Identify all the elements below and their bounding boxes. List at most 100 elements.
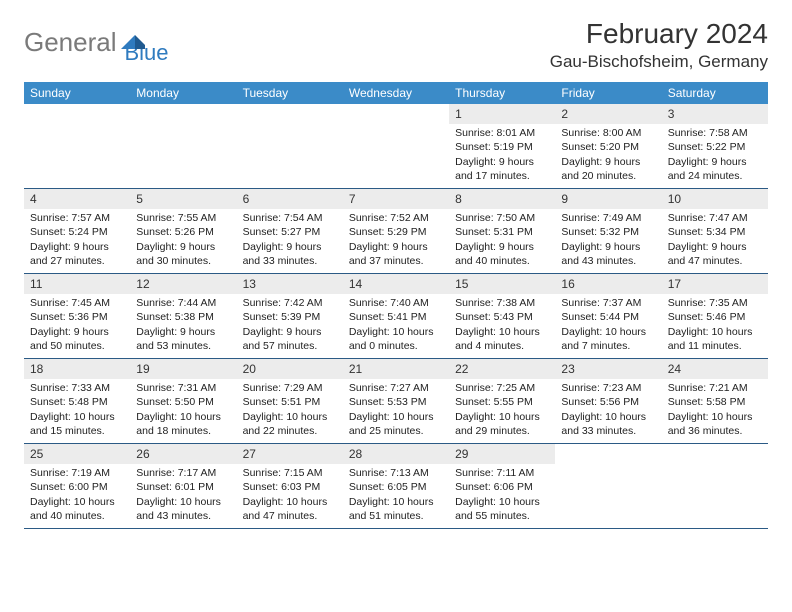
sunset-text: Sunset: 5:24 PM bbox=[30, 225, 124, 239]
day-cell: 1Sunrise: 8:01 AMSunset: 5:19 PMDaylight… bbox=[449, 104, 555, 188]
day-number: 25 bbox=[24, 444, 130, 464]
sunset-text: Sunset: 5:48 PM bbox=[30, 395, 124, 409]
day-number: 11 bbox=[24, 274, 130, 294]
daylight-text: Daylight: 9 hours and 43 minutes. bbox=[561, 240, 655, 268]
daylight-text: Daylight: 10 hours and 51 minutes. bbox=[349, 495, 443, 523]
sunset-text: Sunset: 5:58 PM bbox=[668, 395, 762, 409]
day-body: Sunrise: 7:58 AMSunset: 5:22 PMDaylight:… bbox=[662, 124, 768, 187]
sunset-text: Sunset: 5:29 PM bbox=[349, 225, 443, 239]
day-number: 8 bbox=[449, 189, 555, 209]
dow-wednesday: Wednesday bbox=[343, 82, 449, 104]
sunset-text: Sunset: 5:32 PM bbox=[561, 225, 655, 239]
sunset-text: Sunset: 6:01 PM bbox=[136, 480, 230, 494]
daylight-text: Daylight: 9 hours and 30 minutes. bbox=[136, 240, 230, 268]
day-cell bbox=[130, 104, 236, 188]
dow-monday: Monday bbox=[130, 82, 236, 104]
day-cell bbox=[343, 104, 449, 188]
day-number: 24 bbox=[662, 359, 768, 379]
sunrise-text: Sunrise: 7:50 AM bbox=[455, 211, 549, 225]
sunset-text: Sunset: 5:50 PM bbox=[136, 395, 230, 409]
day-cell: 24Sunrise: 7:21 AMSunset: 5:58 PMDayligh… bbox=[662, 359, 768, 443]
day-cell: 18Sunrise: 7:33 AMSunset: 5:48 PMDayligh… bbox=[24, 359, 130, 443]
sunset-text: Sunset: 5:46 PM bbox=[668, 310, 762, 324]
day-number: 4 bbox=[24, 189, 130, 209]
daylight-text: Daylight: 10 hours and 47 minutes. bbox=[243, 495, 337, 523]
logo-mark-icon bbox=[121, 27, 147, 47]
sunrise-text: Sunrise: 7:23 AM bbox=[561, 381, 655, 395]
dow-friday: Friday bbox=[555, 82, 661, 104]
sunrise-text: Sunrise: 7:35 AM bbox=[668, 296, 762, 310]
sunset-text: Sunset: 6:05 PM bbox=[349, 480, 443, 494]
day-cell: 25Sunrise: 7:19 AMSunset: 6:00 PMDayligh… bbox=[24, 444, 130, 528]
sunrise-text: Sunrise: 7:27 AM bbox=[349, 381, 443, 395]
day-body: Sunrise: 7:40 AMSunset: 5:41 PMDaylight:… bbox=[343, 294, 449, 357]
daylight-text: Daylight: 9 hours and 24 minutes. bbox=[668, 155, 762, 183]
day-number: 23 bbox=[555, 359, 661, 379]
week-row: 25Sunrise: 7:19 AMSunset: 6:00 PMDayligh… bbox=[24, 444, 768, 529]
day-body: Sunrise: 7:54 AMSunset: 5:27 PMDaylight:… bbox=[237, 209, 343, 272]
sunset-text: Sunset: 5:43 PM bbox=[455, 310, 549, 324]
daylight-text: Daylight: 9 hours and 53 minutes. bbox=[136, 325, 230, 353]
sunrise-text: Sunrise: 7:58 AM bbox=[668, 126, 762, 140]
day-number: 21 bbox=[343, 359, 449, 379]
day-number: 15 bbox=[449, 274, 555, 294]
sunset-text: Sunset: 5:34 PM bbox=[668, 225, 762, 239]
sunset-text: Sunset: 5:51 PM bbox=[243, 395, 337, 409]
sunrise-text: Sunrise: 7:44 AM bbox=[136, 296, 230, 310]
day-cell: 2Sunrise: 8:00 AMSunset: 5:20 PMDaylight… bbox=[555, 104, 661, 188]
daylight-text: Daylight: 10 hours and 33 minutes. bbox=[561, 410, 655, 438]
day-cell: 4Sunrise: 7:57 AMSunset: 5:24 PMDaylight… bbox=[24, 189, 130, 273]
title-block: February 2024 Gau-Bischofsheim, Germany bbox=[550, 18, 768, 72]
day-body: Sunrise: 7:47 AMSunset: 5:34 PMDaylight:… bbox=[662, 209, 768, 272]
day-cell: 13Sunrise: 7:42 AMSunset: 5:39 PMDayligh… bbox=[237, 274, 343, 358]
sunrise-text: Sunrise: 7:31 AM bbox=[136, 381, 230, 395]
sunset-text: Sunset: 5:53 PM bbox=[349, 395, 443, 409]
day-number: 27 bbox=[237, 444, 343, 464]
day-of-week-row: Sunday Monday Tuesday Wednesday Thursday… bbox=[24, 82, 768, 104]
daylight-text: Daylight: 10 hours and 18 minutes. bbox=[136, 410, 230, 438]
day-body: Sunrise: 7:15 AMSunset: 6:03 PMDaylight:… bbox=[237, 464, 343, 527]
sunset-text: Sunset: 5:26 PM bbox=[136, 225, 230, 239]
sunset-text: Sunset: 6:03 PM bbox=[243, 480, 337, 494]
day-body: Sunrise: 7:37 AMSunset: 5:44 PMDaylight:… bbox=[555, 294, 661, 357]
sunset-text: Sunset: 5:38 PM bbox=[136, 310, 230, 324]
day-body: Sunrise: 8:01 AMSunset: 5:19 PMDaylight:… bbox=[449, 124, 555, 187]
calendar-page: General Blue February 2024 Gau-Bischofsh… bbox=[0, 0, 792, 547]
day-body: Sunrise: 7:27 AMSunset: 5:53 PMDaylight:… bbox=[343, 379, 449, 442]
day-body: Sunrise: 7:42 AMSunset: 5:39 PMDaylight:… bbox=[237, 294, 343, 357]
day-cell: 28Sunrise: 7:13 AMSunset: 6:05 PMDayligh… bbox=[343, 444, 449, 528]
day-body: Sunrise: 7:31 AMSunset: 5:50 PMDaylight:… bbox=[130, 379, 236, 442]
day-cell: 7Sunrise: 7:52 AMSunset: 5:29 PMDaylight… bbox=[343, 189, 449, 273]
page-header: General Blue February 2024 Gau-Bischofsh… bbox=[24, 18, 768, 72]
day-cell bbox=[24, 104, 130, 188]
day-number: 19 bbox=[130, 359, 236, 379]
sunset-text: Sunset: 5:36 PM bbox=[30, 310, 124, 324]
day-number: 9 bbox=[555, 189, 661, 209]
sunrise-text: Sunrise: 7:19 AM bbox=[30, 466, 124, 480]
sunset-text: Sunset: 5:31 PM bbox=[455, 225, 549, 239]
sunrise-text: Sunrise: 8:00 AM bbox=[561, 126, 655, 140]
day-cell: 5Sunrise: 7:55 AMSunset: 5:26 PMDaylight… bbox=[130, 189, 236, 273]
day-body: Sunrise: 7:55 AMSunset: 5:26 PMDaylight:… bbox=[130, 209, 236, 272]
day-cell: 12Sunrise: 7:44 AMSunset: 5:38 PMDayligh… bbox=[130, 274, 236, 358]
sunrise-text: Sunrise: 7:33 AM bbox=[30, 381, 124, 395]
sunset-text: Sunset: 6:06 PM bbox=[455, 480, 549, 494]
day-body: Sunrise: 7:35 AMSunset: 5:46 PMDaylight:… bbox=[662, 294, 768, 357]
day-number: 20 bbox=[237, 359, 343, 379]
day-cell: 8Sunrise: 7:50 AMSunset: 5:31 PMDaylight… bbox=[449, 189, 555, 273]
day-body: Sunrise: 7:52 AMSunset: 5:29 PMDaylight:… bbox=[343, 209, 449, 272]
sunset-text: Sunset: 5:27 PM bbox=[243, 225, 337, 239]
daylight-text: Daylight: 10 hours and 7 minutes. bbox=[561, 325, 655, 353]
sunset-text: Sunset: 5:56 PM bbox=[561, 395, 655, 409]
daylight-text: Daylight: 9 hours and 17 minutes. bbox=[455, 155, 549, 183]
day-cell: 11 Sunrise: 7:45 AMSunset: 5:36 PMDayligh… bbox=[24, 274, 130, 358]
sunrise-text: Sunrise: 7:45 AM bbox=[30, 296, 124, 310]
daylight-text: Daylight: 9 hours and 57 minutes. bbox=[243, 325, 337, 353]
day-body: Sunrise: 7:17 AMSunset: 6:01 PMDaylight:… bbox=[130, 464, 236, 527]
daylight-text: Daylight: 9 hours and 50 minutes. bbox=[30, 325, 124, 353]
sunrise-text: Sunrise: 7:57 AM bbox=[30, 211, 124, 225]
day-body: Sunrise: 7:25 AMSunset: 5:55 PMDaylight:… bbox=[449, 379, 555, 442]
daylight-text: Daylight: 10 hours and 15 minutes. bbox=[30, 410, 124, 438]
day-cell: 6Sunrise: 7:54 AMSunset: 5:27 PMDaylight… bbox=[237, 189, 343, 273]
day-body: Sunrise: 7:44 AMSunset: 5:38 PMDaylight:… bbox=[130, 294, 236, 357]
